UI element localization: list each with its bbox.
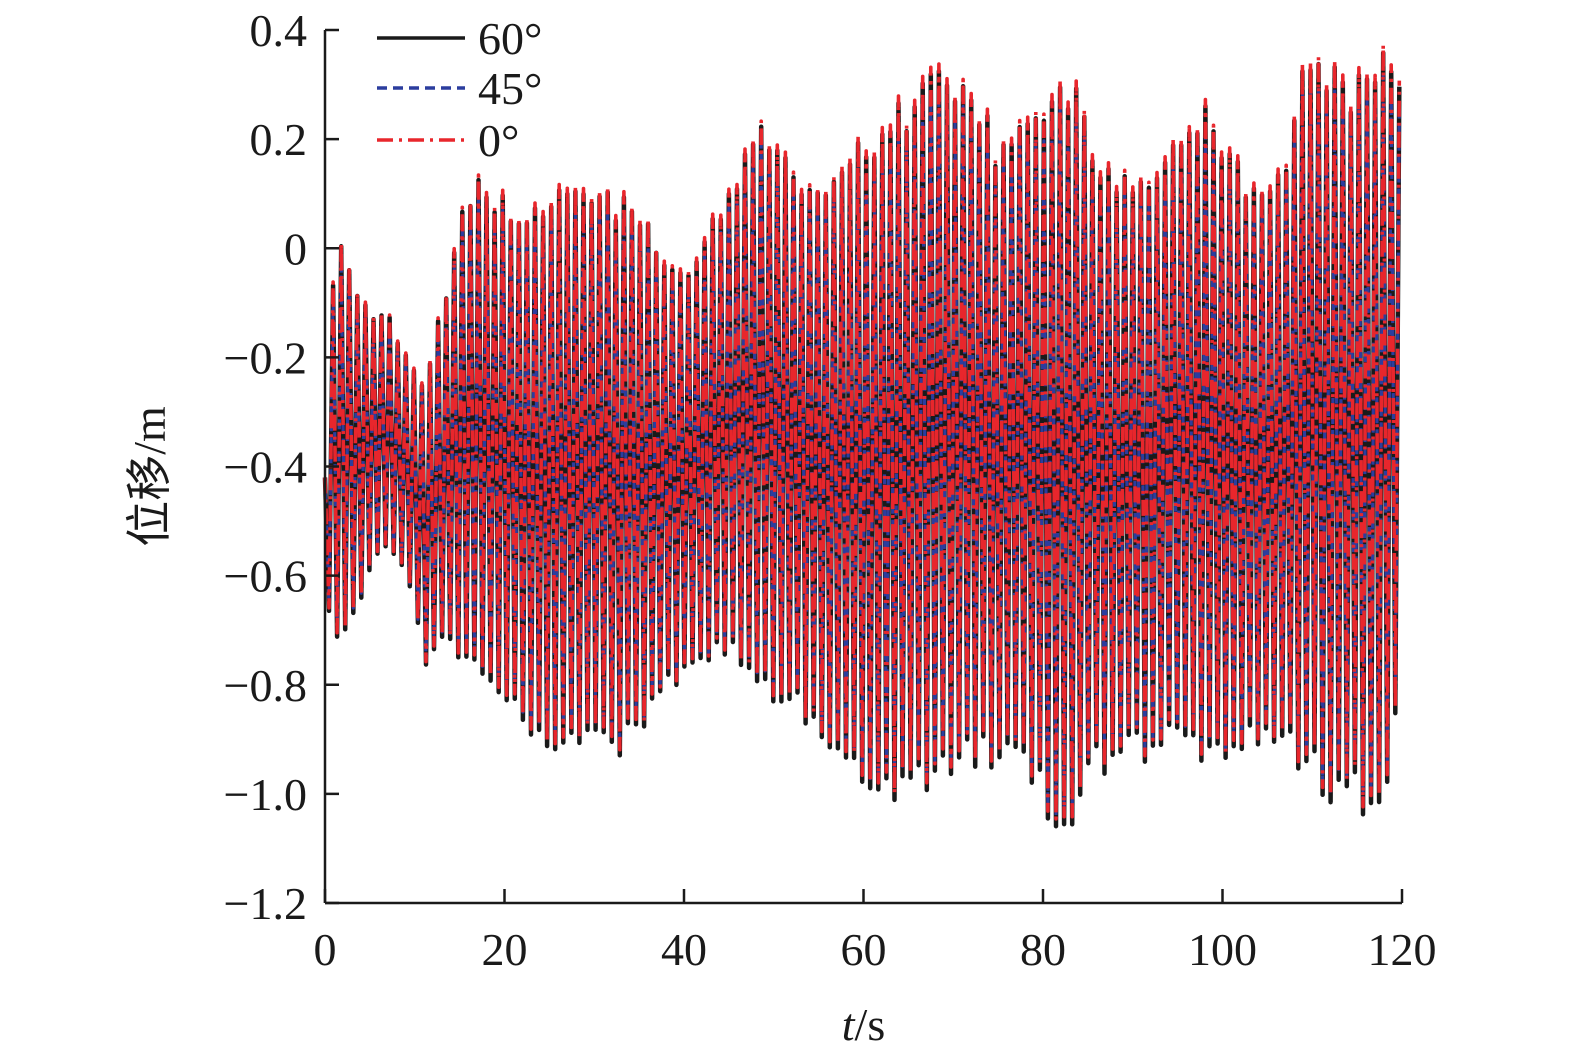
y-tick-label: −0.2 [224,332,307,383]
legend-label-1: 45° [478,63,542,114]
x-tick-label: 100 [1188,924,1257,975]
x-axis-title-italic: t [842,999,856,1050]
x-axis-title-unit: /s [855,999,886,1050]
y-axis-title: 位移/m [124,406,175,547]
x-tick-label: 80 [1020,924,1066,975]
x-ticks: 0 20 40 60 80 100 120 [314,889,1437,975]
plot-lines [322,43,1402,829]
x-axis-title: t/s [842,999,885,1050]
legend: 60°45°0° [377,13,542,166]
series-line-2 [323,43,1402,821]
legend-label-2: 0° [478,115,519,166]
y-tick-label: −0.6 [224,551,307,602]
y-tick-label: −0.4 [224,442,307,493]
x-tick-label: 20 [482,924,528,975]
y-tick-label: 0.4 [250,5,308,56]
y-tick-label: −1.0 [224,769,307,820]
x-tick-label: 120 [1368,924,1437,975]
x-tick-label: 0 [314,924,337,975]
x-tick-label: 60 [841,924,887,975]
y-tick-label: 0 [284,223,307,274]
x-tick-label: 40 [661,924,707,975]
y-tick-label: −1.2 [224,878,307,929]
y-ticks: 0.4 0.2 0 −0.2 −0.4 −0.6 −0.8 −1.0 −1.2 [224,5,339,929]
y-tick-label: −0.8 [224,660,307,711]
legend-label-0: 60° [478,13,542,64]
y-tick-label: 0.2 [250,114,308,165]
